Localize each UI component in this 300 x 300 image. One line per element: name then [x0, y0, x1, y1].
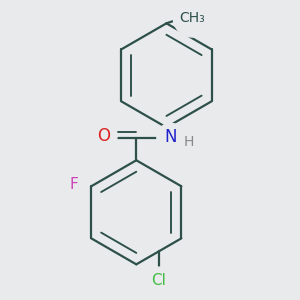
Circle shape — [60, 171, 87, 199]
Text: CH₃: CH₃ — [180, 11, 205, 25]
Text: N: N — [164, 128, 177, 146]
Text: H: H — [183, 136, 194, 149]
Text: O: O — [97, 127, 110, 145]
Circle shape — [90, 122, 117, 149]
Circle shape — [157, 123, 184, 151]
Circle shape — [145, 267, 172, 295]
Text: F: F — [69, 177, 78, 192]
Circle shape — [173, 0, 211, 37]
Text: Cl: Cl — [152, 273, 166, 288]
